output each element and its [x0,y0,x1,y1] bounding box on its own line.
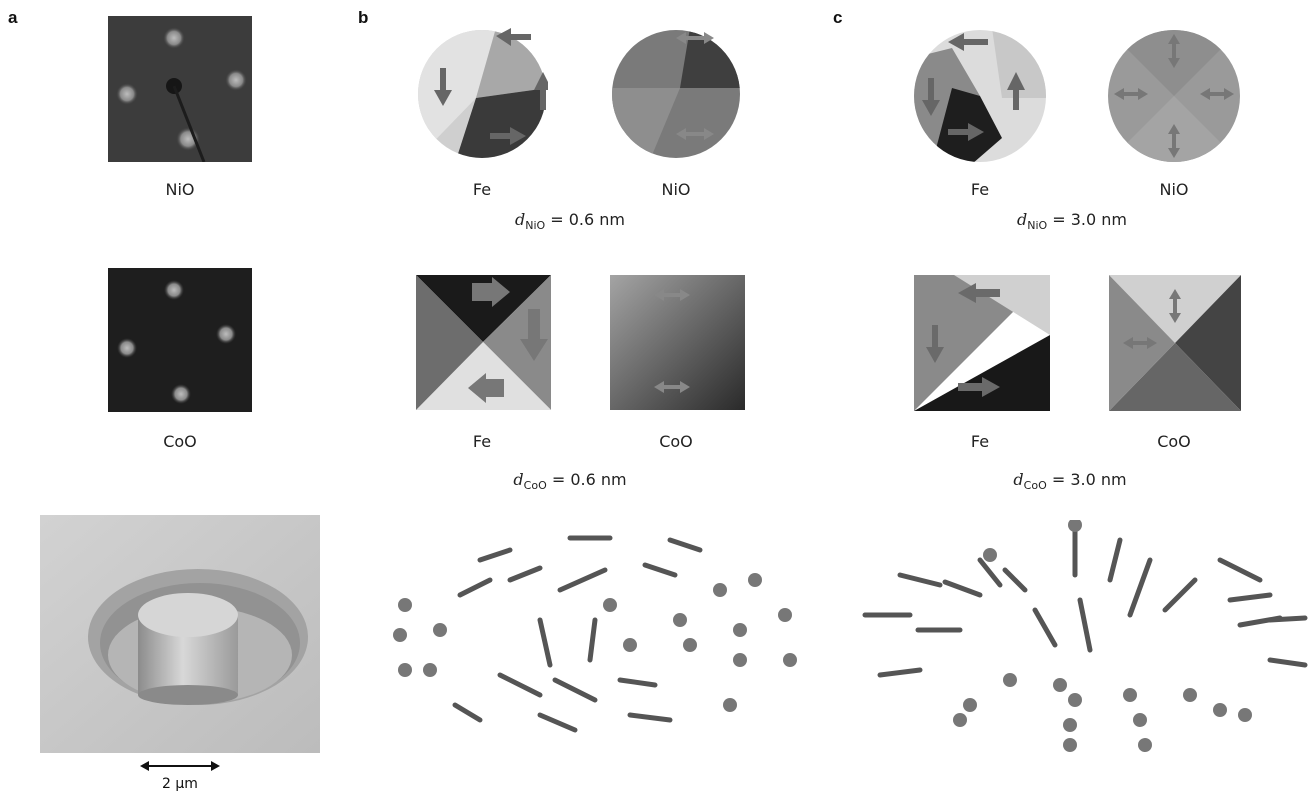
coo-diffraction-image [108,268,252,412]
c-fe-disk-image [912,28,1048,164]
caption-b-fe-bottom: Fe [472,432,492,451]
b-coo-square-image [610,275,745,410]
b-nio-thickness: dNiO = 0.6 nm [514,210,626,233]
b-fe-disk-image [416,28,548,160]
c-spin-radial-schematic [860,520,1310,760]
panel-label-b: b [358,8,369,27]
caption-b-nio: NiO [661,180,691,199]
caption-c-coo: CoO [1157,432,1191,451]
sem-disk-image [40,515,320,753]
caption-c-fe-bottom: Fe [970,432,990,451]
nio-diffraction-image [108,16,252,162]
caption-b-coo: CoO [659,432,693,451]
panel-label-a: a [8,8,18,27]
caption-a-coo: CoO [163,432,197,451]
b-nio-disk-image [610,28,742,160]
caption-a-nio: NiO [165,180,195,199]
c-coo-square-image [1109,275,1241,411]
caption-c-nio: NiO [1159,180,1189,199]
b-fe-square-image [416,275,551,410]
caption-c-fe-top: Fe [970,180,990,199]
c-fe-square-image [914,275,1050,411]
c-nio-thickness: dNiO = 3.0 nm [1016,210,1128,233]
panel-label-c: c [833,8,843,27]
c-coo-thickness: dCoO = 3.0 nm [1013,470,1127,493]
caption-b-fe-top: Fe [472,180,492,199]
scale-bar [140,758,220,779]
b-spin-vortex-schematic [380,520,820,750]
scale-bar-label: 2 μm [162,776,198,792]
b-coo-thickness: dCoO = 0.6 nm [513,470,627,493]
c-nio-disk-image [1106,28,1242,164]
